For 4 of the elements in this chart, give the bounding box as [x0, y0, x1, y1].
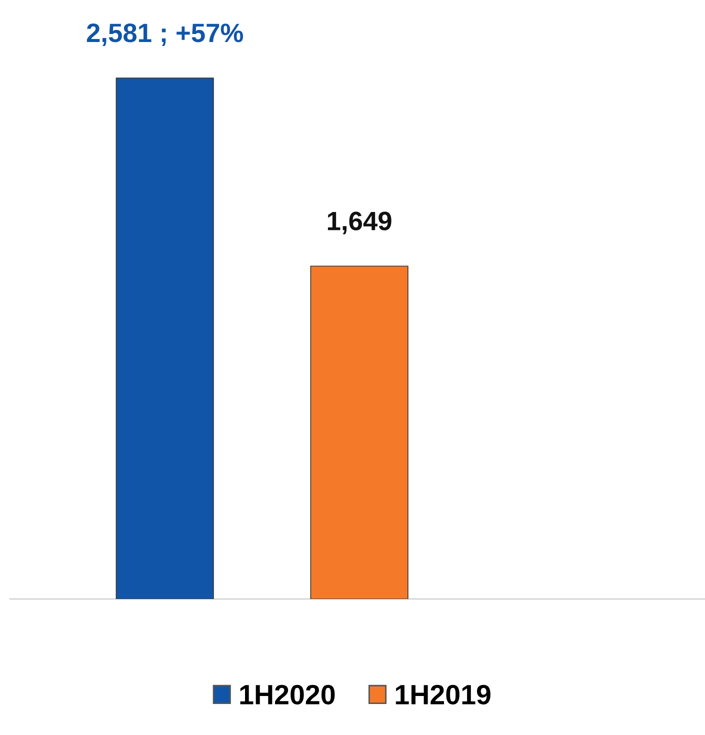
- text: 1H2020: [240, 684, 335, 705]
- text: 1H2019: [396, 684, 490, 705]
- data-label: 1,649: [328, 212, 392, 234]
- data-label: 2,581 ; +57%: [86, 24, 244, 46]
